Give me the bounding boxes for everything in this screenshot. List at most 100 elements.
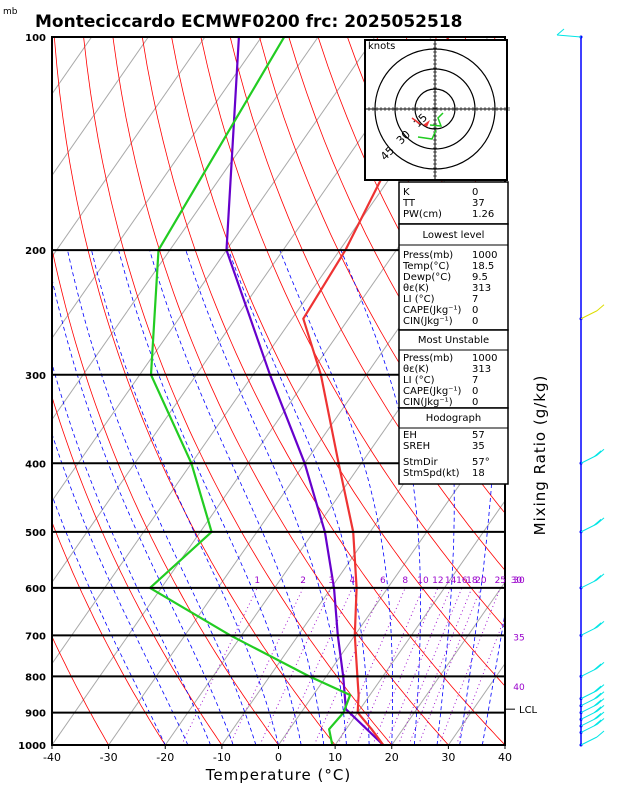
x-tick-label: 10	[328, 751, 342, 764]
wind-barb-700	[579, 620, 605, 637]
pressure-tick-label: 500	[25, 528, 46, 539]
dry-adiabat-line	[112, 37, 449, 745]
x-tick-label: 0	[275, 751, 282, 764]
x-tick-label: 30	[441, 751, 455, 764]
wind-barb-880	[579, 691, 605, 708]
dry-adiabat-line	[52, 635, 109, 745]
chart-title: Monteciccardo ECMWF0200 frc: 2025052518	[35, 12, 463, 32]
hodograph-info-panel	[398, 407, 509, 485]
isotherm-line	[391, 581, 505, 745]
index-label: LI (°C)	[403, 294, 435, 305]
index-label: K	[403, 187, 410, 198]
most-unstable-panel	[398, 329, 509, 409]
index-value: 1000	[472, 353, 497, 364]
index-value: 7	[472, 294, 478, 305]
index-value: 18.5	[472, 261, 494, 272]
lowest-level-title: Lowest level	[423, 230, 485, 241]
moist-adiabat-line	[91, 250, 279, 745]
index-label: SREH	[403, 441, 430, 452]
isotherm-line	[52, 37, 262, 339]
isotherm-edge-label: 40	[513, 683, 525, 693]
dewpoint-profile-line	[148, 37, 352, 745]
index-label: StmSpd(kt)	[403, 468, 460, 479]
wind-barb-250	[579, 304, 605, 321]
mixing-ratio-label: 3	[329, 576, 335, 586]
lowest-level-panel	[398, 223, 509, 331]
wind-barb-100	[556, 28, 583, 39]
index-value: 0	[472, 187, 478, 198]
hodograph-trace-upper	[417, 129, 437, 140]
isotherm-line	[52, 37, 149, 177]
hodograph-info-title: Hodograph	[426, 413, 481, 424]
index-label: Press(mb)	[403, 353, 453, 364]
pressure-tick-label: 700	[25, 631, 46, 642]
isotherm-line	[52, 37, 319, 421]
indices-panel	[398, 181, 509, 225]
mixing-ratio-label: 4	[349, 576, 355, 586]
dry-adiabat-line	[553, 37, 618, 745]
index-value: 35	[472, 441, 485, 452]
mixing-ratio-label: 14	[445, 576, 457, 586]
pressure-tick-label: 100	[25, 33, 46, 44]
index-label: CAPE(Jkg⁻¹)	[403, 305, 461, 316]
pressure-tick-label: 1000	[18, 741, 46, 752]
lcl-label: LCL	[519, 705, 538, 716]
wind-barb-800	[579, 662, 605, 678]
moist-adiabat-line	[52, 432, 189, 745]
mixing-ratio-label: 2	[300, 576, 306, 586]
pressure-unit-label: mb	[3, 7, 18, 17]
mixing-ratio-label: 25	[495, 576, 506, 586]
index-value: 0	[472, 316, 478, 327]
x-tick-label: -10	[213, 751, 231, 764]
most-unstable-title: Most Unstable	[418, 335, 489, 346]
pressure-tick-label: 300	[25, 371, 46, 382]
hodograph-trace-mid	[429, 112, 444, 127]
index-label: Temp(°C)	[402, 261, 450, 272]
dry-adiabat-line	[52, 395, 223, 745]
index-value: 0	[472, 386, 478, 397]
wind-barb-900	[579, 698, 605, 715]
index-value: 57°	[472, 457, 490, 468]
temperature-profile-line	[302, 37, 450, 745]
isotherm-edge-label: 30	[513, 576, 525, 586]
moist-adiabat-line	[52, 277, 234, 745]
y-axis-label: Mixing Ratio (g/kg)	[531, 375, 549, 536]
wind-barb-600	[579, 573, 605, 590]
dry-adiabat-line	[200, 37, 505, 629]
mixing-ratio-label: 12	[432, 576, 443, 586]
pressure-tick-label: 200	[25, 246, 46, 257]
dry-adiabat-line	[582, 37, 618, 745]
index-value: 313	[472, 364, 491, 375]
index-value: 18	[472, 468, 485, 479]
pressure-tick-label: 800	[25, 672, 46, 683]
mixing-ratio-label: 8	[402, 576, 408, 586]
wind-barb-960	[579, 718, 605, 734]
mixing-ratio-line	[385, 587, 452, 745]
index-label: EH	[403, 430, 417, 441]
moist-adiabat-line	[481, 611, 505, 745]
index-label: LI (°C)	[403, 375, 435, 386]
hodograph-trace-low	[420, 120, 430, 127]
moist-adiabat-line	[118, 249, 302, 745]
mixing-ratio-label: 16	[456, 576, 468, 586]
hodograph-box	[364, 39, 508, 181]
index-label: θε(K)	[403, 364, 429, 375]
index-label: StmDir	[403, 457, 438, 468]
x-tick-label: 20	[385, 751, 399, 764]
dry-adiabat-line	[611, 37, 618, 745]
pressure-tick-label: 400	[25, 459, 46, 470]
index-value: 1000	[472, 250, 497, 261]
isotherm-edge-label: 35	[513, 633, 524, 643]
index-label: Press(mb)	[403, 250, 453, 261]
index-label: CAPE(Jkg⁻¹)	[403, 386, 461, 397]
index-label: CIN(Jkg⁻¹)	[403, 316, 453, 327]
mixing-ratio-label: 10	[417, 576, 429, 586]
index-value: 9.5	[472, 272, 488, 283]
plot-area	[52, 37, 618, 745]
index-value: 57	[472, 430, 485, 441]
isotherm-line	[52, 37, 206, 258]
index-label: CIN(Jkg⁻¹)	[403, 397, 453, 408]
x-tick-label: 40	[498, 751, 512, 764]
hodograph-unit-label: knots	[368, 41, 395, 52]
